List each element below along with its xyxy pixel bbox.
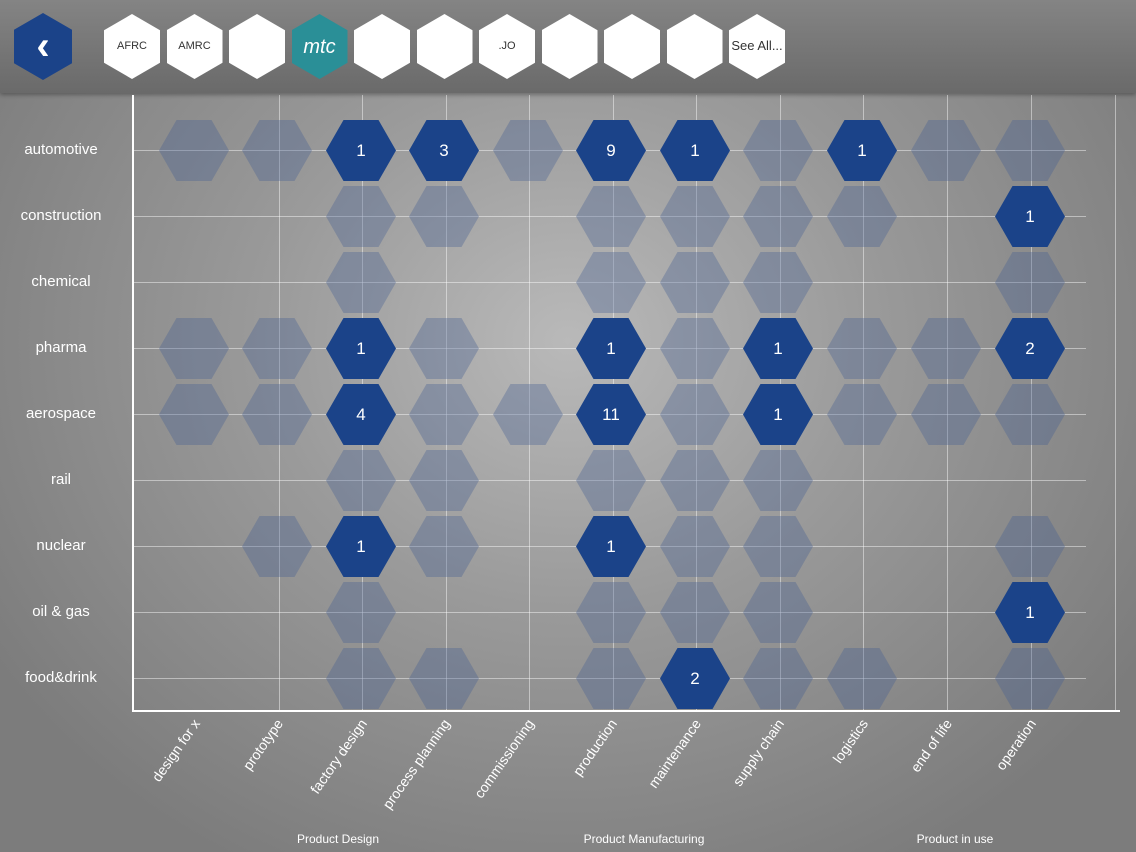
matrix-cell — [827, 648, 897, 709]
matrix-cell — [660, 318, 730, 379]
matrix-cell — [660, 450, 730, 511]
column-label: factory design — [307, 716, 371, 797]
partner-logo-afrc[interactable]: AFRC — [104, 14, 160, 79]
matrix-cell — [576, 648, 646, 709]
matrix-cell — [576, 186, 646, 247]
grid-line — [529, 95, 530, 712]
column-label: commissioning — [470, 716, 538, 802]
partner-logo-amrc[interactable]: AMRC — [166, 14, 223, 79]
grid-line — [134, 282, 1086, 283]
partner-logo-castle[interactable] — [604, 14, 660, 79]
column-label: end of life — [907, 716, 956, 775]
matrix-cell[interactable]: 1 — [660, 120, 730, 181]
matrix-cell — [326, 648, 396, 709]
matrix-cell — [743, 186, 813, 247]
matrix-cell[interactable]: 1 — [827, 120, 897, 181]
row-label: pharma — [35, 339, 87, 356]
matrix-cell — [660, 582, 730, 643]
matrix-cell — [743, 450, 813, 511]
partner-logo-label: mtc — [303, 35, 336, 58]
grid-line — [863, 95, 864, 712]
grid-line — [696, 95, 697, 712]
partner-logo-label: See All... — [731, 38, 783, 54]
row-label: construction — [20, 207, 102, 224]
matrix-cell[interactable]: 11 — [576, 384, 646, 445]
grid-line — [1031, 95, 1032, 712]
column-label: prototype — [239, 716, 287, 773]
column-label: maintenance — [645, 716, 705, 791]
grid-line — [279, 95, 280, 712]
matrix-cell — [911, 120, 981, 181]
column-label: production — [569, 716, 621, 779]
matrix-cell — [159, 120, 229, 181]
matrix-cell — [576, 252, 646, 313]
column-label: process planning — [379, 716, 454, 812]
matrix-cell — [743, 648, 813, 709]
partner-logo-label: AMRC — [178, 40, 211, 53]
matrix-cell — [576, 582, 646, 643]
partner-logo-colour-swirl[interactable] — [666, 14, 723, 79]
column-label: design for x — [148, 716, 204, 785]
matrix-cell[interactable]: 9 — [576, 120, 646, 181]
matrix-cell — [911, 384, 981, 445]
partner-logo-catapult-swirl[interactable] — [229, 14, 285, 79]
partner-logo-label: .JO — [498, 40, 516, 53]
matrix-cell — [409, 516, 479, 577]
matrix-cell[interactable]: 1 — [743, 384, 813, 445]
matrix-cell — [660, 384, 730, 445]
header-bar: ‹ AFRC AMRC mtc .JO See All... — [0, 0, 1136, 93]
partner-logo-see-all[interactable]: See All... — [729, 14, 785, 79]
column-label: operation — [992, 716, 1040, 774]
row-label: food&drink — [25, 669, 97, 686]
partner-logo-circle-arrow[interactable] — [354, 14, 410, 79]
back-button[interactable]: ‹ — [14, 13, 72, 80]
grid-line — [134, 678, 1086, 679]
matrix-cell — [660, 516, 730, 577]
grid-line — [134, 216, 1086, 217]
matrix-cell — [743, 252, 813, 313]
partner-logo-mtc[interactable]: mtc — [291, 14, 348, 79]
matrix-cell — [827, 318, 897, 379]
matrix-cell[interactable]: 1 — [326, 516, 396, 577]
matrix-cell — [660, 186, 730, 247]
chevron-left-icon: ‹ — [36, 24, 50, 68]
matrix-cell — [576, 450, 646, 511]
column-label: supply chain — [729, 716, 788, 789]
grid-line — [446, 95, 447, 712]
matrix-cell — [743, 120, 813, 181]
row-label: aerospace — [25, 405, 97, 422]
matrix-cell — [743, 516, 813, 577]
matrix-cell — [743, 582, 813, 643]
group-label: Product Manufacturing — [583, 832, 705, 846]
row-label: rail — [50, 471, 71, 488]
matrix-cell — [242, 516, 312, 577]
grid-line — [947, 95, 948, 712]
column-label: logistics — [829, 716, 872, 766]
partner-logo-label: AFRC — [117, 40, 147, 53]
matrix-cell — [911, 318, 981, 379]
row-label: automotive — [24, 141, 98, 158]
matrix-cell[interactable]: 1 — [576, 516, 646, 577]
matrix-cell — [409, 648, 479, 709]
row-label: oil & gas — [32, 603, 90, 620]
matrix-cell[interactable]: 1 — [743, 318, 813, 379]
group-label: Product in use — [916, 832, 994, 846]
partner-logo-star-prism[interactable] — [541, 14, 598, 79]
matrix-cell — [326, 582, 396, 643]
matrix-cell[interactable]: 1 — [576, 318, 646, 379]
matrix-cell — [827, 384, 897, 445]
grid-line — [134, 612, 1086, 613]
row-label: nuclear — [36, 537, 86, 554]
group-label: Product Design — [296, 832, 380, 846]
partner-logo-dots[interactable]: .JO — [479, 14, 535, 79]
matrix-cell — [827, 186, 897, 247]
matrix-cell[interactable]: 2 — [660, 648, 730, 709]
partner-logo-concentric-arc[interactable] — [416, 14, 473, 79]
grid-line — [134, 480, 1086, 481]
matrix-cell — [660, 252, 730, 313]
grid-line — [1115, 95, 1116, 712]
row-label: chemical — [31, 273, 91, 290]
